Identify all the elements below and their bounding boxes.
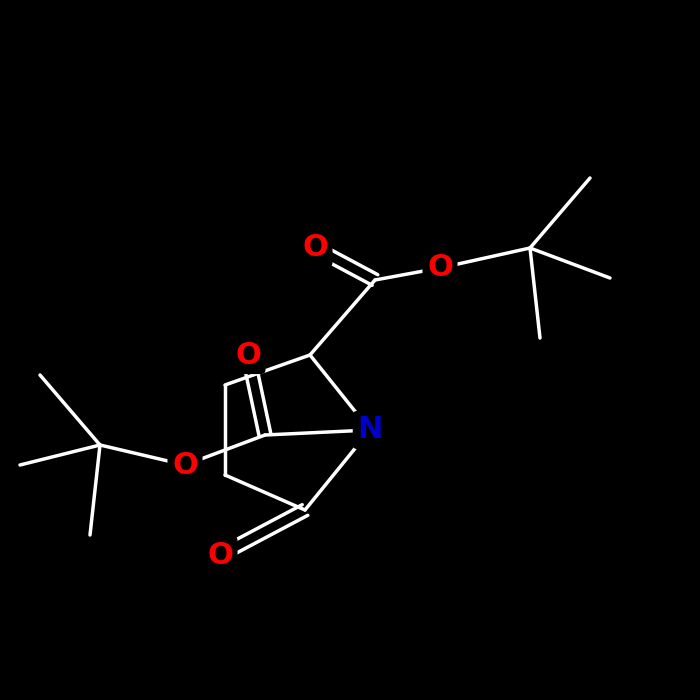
- Text: O: O: [427, 253, 453, 283]
- Text: O: O: [172, 451, 198, 480]
- Text: O: O: [207, 540, 233, 570]
- Text: O: O: [235, 340, 261, 370]
- Text: O: O: [302, 234, 328, 262]
- Text: N: N: [357, 416, 383, 444]
